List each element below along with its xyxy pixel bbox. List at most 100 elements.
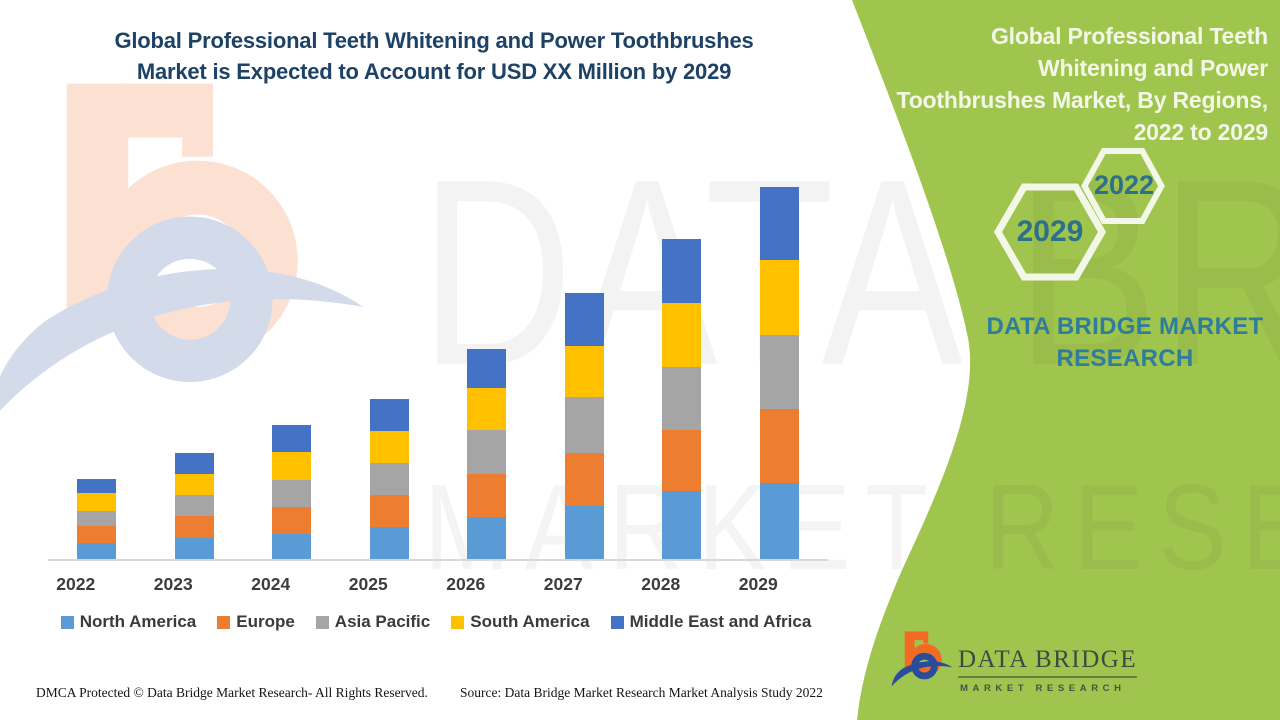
bar-segment: [759, 187, 799, 260]
bar-segment: [272, 534, 312, 559]
x-axis-label-2027: 2027: [543, 574, 583, 594]
stacked-bar-2024: [272, 425, 312, 559]
bar-segment: [77, 543, 117, 559]
bar-segment: [564, 506, 604, 559]
legend-color-chip: [451, 615, 465, 629]
legend-label: Asia Pacific: [334, 612, 431, 631]
legend-label: South America: [470, 612, 590, 631]
bar-column-2025: [341, 168, 439, 559]
bar-segment: [174, 538, 214, 559]
side-panel-title-line2: Whitening and Power: [1037, 55, 1268, 81]
stacked-bar-2026: [467, 348, 507, 559]
watermark-text-row1: DATA BRIDGE: [420, 123, 1280, 420]
legend-label: Europe: [236, 612, 295, 631]
legend-color-chip: [610, 615, 624, 629]
bar-segment: [369, 527, 409, 559]
bar-segment: [759, 409, 799, 484]
chart-title-line2: Market is Expected to Account for USD XX…: [136, 59, 732, 84]
bar-segment: [174, 495, 214, 517]
hexagon-2029: [993, 183, 1107, 281]
logo-subtitle: MARKET RESEARCH: [960, 683, 1126, 694]
legend-color-chip: [217, 615, 231, 629]
source-footer-text: Source: Data Bridge Market Research Mark…: [460, 685, 823, 700]
bar-segment: [77, 526, 117, 544]
bar-column-2029: [731, 168, 829, 559]
stacked-bar-2023: [174, 453, 214, 559]
chart-title-line1: Global Professional Teeth Whitening and …: [114, 28, 754, 53]
bar-segment: [174, 516, 214, 539]
side-panel-title-line1: Global Professional Teeth: [990, 23, 1268, 49]
bar-column-2022: [48, 168, 146, 559]
hexagon-2022: [1081, 148, 1165, 224]
legend-item: Asia Pacific: [315, 612, 431, 632]
bar-segment: [272, 507, 312, 535]
bar-segment: [467, 430, 507, 475]
bar-segment: [174, 453, 214, 475]
plot-area: [48, 168, 828, 561]
bar-column-2023: [146, 168, 244, 559]
x-axis-label-2022: 2022: [56, 574, 96, 594]
legend-color-chip: [315, 615, 329, 629]
legend-item: Middle East and Africa: [610, 612, 812, 632]
year-hexagons: [993, 148, 1165, 281]
bar-column-2027: [536, 168, 634, 559]
legend-item: North America: [60, 612, 197, 632]
side-panel-title-line3: Toothbrushes Market, By Regions,: [896, 87, 1269, 113]
bar-column-2024: [243, 168, 341, 559]
bar-segment: [174, 474, 214, 496]
logo-wordmark: DATA BRIDGE: [958, 646, 1138, 678]
x-axis-labels: 2022 2023 2024 2025 2026 2027 2028 2029: [27, 574, 807, 595]
bar-segment: [662, 491, 702, 559]
legend-item: Europe: [217, 612, 295, 632]
legend-label: North America: [79, 612, 197, 631]
bar-segment: [467, 474, 507, 518]
x-axis-label-2023: 2023: [153, 574, 193, 594]
stacked-bar-2022: [77, 479, 117, 559]
brand-name-text: DATA BRIDGE MARKET RESEARCH: [970, 311, 1280, 375]
bar-segment: [759, 334, 799, 410]
bar-segment: [77, 493, 117, 512]
x-axis-label-2029: 2029: [738, 574, 778, 594]
bar-segment: [369, 431, 409, 464]
bar-segment: [369, 463, 409, 496]
bar-segment: [467, 388, 507, 431]
bar-segment: [564, 292, 604, 346]
bar-segment: [272, 480, 312, 508]
chart-title: Global Professional Teeth Whitening and …: [18, 25, 850, 87]
stacked-bar-2028: [662, 238, 702, 559]
brand-name-line1: DATA BRIDGE MARKET: [986, 313, 1264, 340]
x-axis-label-2025: 2025: [348, 574, 388, 594]
side-panel-title-line4: 2022 to 2029: [1133, 119, 1269, 145]
stacked-bar-2025: [369, 399, 409, 559]
x-axis-label-2026: 2026: [446, 574, 486, 594]
bar-segment: [77, 479, 117, 494]
bar-segment: [662, 366, 702, 431]
bar-segment: [369, 399, 409, 432]
legend-label: Middle East and Africa: [629, 612, 812, 631]
x-axis-label-2028: 2028: [641, 574, 681, 594]
dmca-footer-text: DMCA Protected © Data Bridge Market Rese…: [36, 685, 428, 700]
bar-segment: [272, 452, 312, 481]
bar-segment: [467, 348, 507, 389]
side-panel-title: Global Professional Teeth Whitening and …: [856, 20, 1269, 148]
stacked-bar-2027: [564, 292, 604, 559]
bar-segment: [759, 259, 799, 335]
bar-segment: [662, 302, 702, 367]
bar-segment: [467, 517, 507, 559]
stacked-bar-2029: [759, 187, 799, 559]
hexagon-end-year-label: 2029: [1016, 215, 1084, 248]
bar-segment: [662, 238, 702, 303]
bar-column-2028: [633, 168, 731, 559]
chart-legend: North America Europe Asia Pacific South Ame…: [40, 612, 832, 632]
bar-segment: [564, 345, 604, 398]
bar-column-2026: [438, 168, 536, 559]
x-axis-label-2024: 2024: [251, 574, 291, 594]
bar-segment: [564, 453, 604, 507]
hexagon-start-year-label: 2022: [1093, 170, 1155, 200]
legend-color-chip: [60, 615, 74, 629]
bar-segment: [662, 430, 702, 492]
bar-segment: [272, 425, 312, 453]
legend-item: South America: [451, 612, 590, 632]
